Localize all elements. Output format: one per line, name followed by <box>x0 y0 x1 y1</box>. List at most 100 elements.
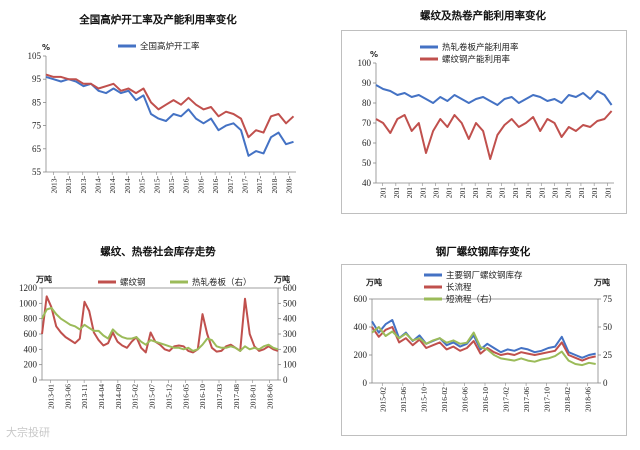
x-tick-label: 2017-10 <box>543 387 552 412</box>
x-tick-label: 201 <box>432 187 441 199</box>
y-tick-label: 0 <box>363 378 368 388</box>
chart-title: 钢厂螺纹钢库存变化 <box>435 246 531 258</box>
x-tick-label: 2018-06 <box>266 384 275 409</box>
series-line-2 <box>41 306 279 352</box>
x-tick-label: 2017-03 <box>215 384 224 409</box>
x-tick-label: 2016- <box>211 176 220 194</box>
y-tick-label: 1000 <box>19 298 38 308</box>
x-tick-label: 2016- <box>182 176 191 194</box>
chart-blast-furnace: 55 65 75 85 95 105% 2013- 2013- 2013- 2014- 2014- 2… <box>28 41 296 194</box>
x-tick-label: 2015-02 <box>131 384 140 409</box>
x-tick-label: 2018- <box>285 176 294 194</box>
y-tick-label: 85 <box>32 97 42 107</box>
y-unit-label: 万吨 <box>35 274 52 284</box>
y-tick-label: 0 <box>33 375 38 385</box>
x-tick-label: 201 <box>511 187 520 199</box>
x-tick-label: 201 <box>524 187 533 199</box>
y-right-unit-label: 万吨 <box>273 274 290 284</box>
x-tick-label: 2017-02 <box>502 387 511 412</box>
x-tick-label: 2018-01 <box>249 384 258 409</box>
x-tick-label: 2013-01 <box>46 384 55 409</box>
x-tick-label: 2016-10 <box>198 384 207 409</box>
x-tick-label: 2017- <box>226 176 235 194</box>
x-tick-label: 2014-09 <box>114 384 123 409</box>
x-tick-label: 2015-10 <box>419 387 428 412</box>
legend-label: 螺纹钢 <box>120 277 146 288</box>
chart-title: 全国高炉开工率及产能利用率变化 <box>79 14 237 26</box>
x-tick-label: 2015-07 <box>148 384 157 409</box>
chart-title: 螺纹、热卷社会库存走势 <box>100 246 216 258</box>
x-tick-label: 2014- <box>93 176 102 194</box>
y-tick-label: 1200 <box>19 283 38 293</box>
chart-panel-blast-furnace: 全国高炉开工率及产能利用率变化 55 65 75 85 95 105% 2013- 2013-… <box>8 4 308 220</box>
x-tick-label: 201 <box>537 187 546 199</box>
y-unit-label: % <box>42 43 50 52</box>
chart-panel-social-inventory: 螺纹、热卷社会库存走势 0 200 400 600 800 1000 1200 0 100 200… <box>8 236 308 424</box>
x-tick-label: 2015- <box>138 176 147 194</box>
y-right-tick-label: 400 <box>283 314 297 324</box>
legend-label: 热轧卷板产能利用率 <box>442 42 519 53</box>
x-tick-label: 201 <box>564 187 573 199</box>
x-tick-label: 2013- <box>79 176 88 194</box>
y-tick-label: 80 <box>362 98 372 108</box>
y-tick-label: 90 <box>362 78 372 88</box>
x-tick-label: 201 <box>484 187 493 199</box>
y-right-tick-label: 0 <box>603 378 608 388</box>
series-line-2 <box>375 110 613 160</box>
legend-label: 短流程（右） <box>446 294 497 305</box>
y-right-tick-label: 300 <box>283 329 297 339</box>
x-tick-label: 201 <box>498 187 507 199</box>
y-right-tick-label: 25 <box>603 350 613 360</box>
series-line-3 <box>371 326 596 367</box>
x-tick-label: 201 <box>418 187 427 199</box>
x-tick-label: 2018-06 <box>584 387 593 412</box>
watermark: 大宗投研 <box>6 426 50 439</box>
y-right-tick-label: 75 <box>603 294 613 304</box>
x-tick-label: 201 <box>405 187 414 199</box>
x-tick-label: 2016-05 <box>181 384 190 409</box>
chart-panel-mill-inventory: 0 200 400 600 0 25 50 75 万吨 万吨 2015-02 2015-06 2015-… <box>341 264 627 436</box>
y-tick-label: 65 <box>32 144 42 154</box>
series-line-1 <box>375 84 613 106</box>
legend-label: 主要钢厂螺纹钢库存 <box>446 270 523 281</box>
x-tick-label: 2017- <box>241 176 250 194</box>
legend-label: 热轧卷板（右） <box>192 277 252 288</box>
x-tick-label: 2016-02 <box>440 387 449 412</box>
series-line-1 <box>45 75 294 157</box>
y-tick-label: 100 <box>358 58 372 68</box>
x-tick-label: 2016-10 <box>481 387 490 412</box>
series-line-2 <box>45 73 295 139</box>
y-tick-label: 400 <box>354 322 368 332</box>
x-tick-label: 2013-06 <box>63 384 72 409</box>
legend-label: 螺纹钢产能利用率 <box>442 54 511 65</box>
x-tick-label: 2018-02 <box>563 387 572 412</box>
x-tick-label: 201 <box>379 187 388 199</box>
x-tick-label: 2014-04 <box>97 384 106 409</box>
y-unit-label: % <box>370 50 378 59</box>
chart-social-inventory: 0 200 400 600 800 1000 1200 0 100 200 300 400 500 600… <box>19 274 297 409</box>
x-tick-label: 2015- <box>152 176 161 194</box>
y-tick-label: 600 <box>354 294 368 304</box>
y-right-tick-label: 500 <box>283 298 297 308</box>
x-tick-label: 2014- <box>123 176 132 194</box>
series-line-2 <box>371 326 596 362</box>
y-tick-label: 40 <box>362 178 372 188</box>
y-right-tick-label: 50 <box>603 322 613 332</box>
legend-label: 长流程 <box>446 282 472 293</box>
y-tick-label: 200 <box>24 360 38 370</box>
x-tick-label: 2015-12 <box>164 384 173 409</box>
y-tick-label: 55 <box>32 167 42 177</box>
x-tick-label: 2013- <box>64 176 73 194</box>
y-tick-label: 105 <box>28 51 42 61</box>
y-tick-label: 95 <box>32 74 42 84</box>
chart-panel-rebar-hrc-utilization: 40 50 60 70 80 90 100% 201 201 201 201 201 201 201 201… <box>341 30 627 214</box>
x-tick-label: 2017- <box>255 176 264 194</box>
y-right-tick-label: 600 <box>283 283 297 293</box>
y-right-tick-label: 0 <box>283 375 288 385</box>
x-tick-label: 2017-06 <box>522 387 531 412</box>
x-tick-label: 2017-08 <box>232 384 241 409</box>
chart-title: 螺纹及热卷产能利用率变化 <box>420 10 546 22</box>
x-tick-label: 201 <box>458 187 467 199</box>
x-tick-label: 201 <box>590 187 599 199</box>
x-tick-label: 201 <box>471 187 480 199</box>
